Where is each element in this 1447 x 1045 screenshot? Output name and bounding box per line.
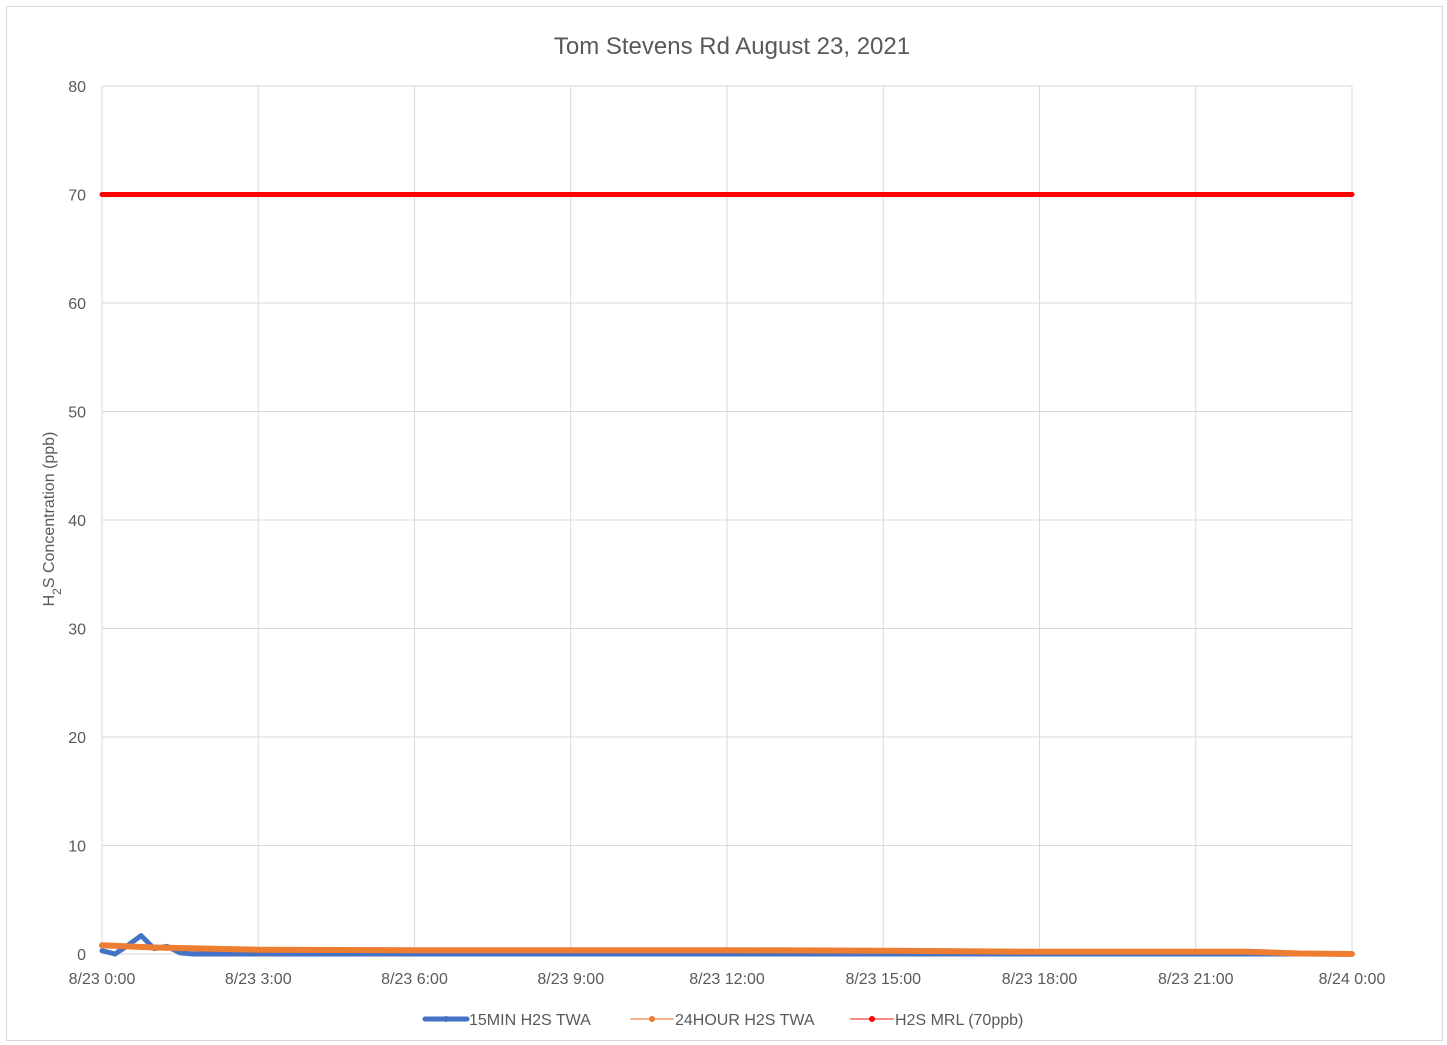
legend-24hour-label: 24HOUR H2S TWA bbox=[675, 1012, 815, 1029]
legend-mrl-label: H2S MRL (70ppb) bbox=[895, 1012, 1023, 1029]
legend-24hour-marker bbox=[649, 1016, 655, 1022]
x-tick-label: 8/23 9:00 bbox=[537, 971, 604, 988]
legend-24hour-entry: 24HOUR H2S TWA bbox=[630, 1012, 815, 1029]
series-24hour-line bbox=[99, 942, 1355, 957]
chart-frame bbox=[6, 6, 1443, 1041]
y-tick-label: 10 bbox=[68, 839, 86, 856]
chart-title: Tom Stevens Rd August 23, 2021 bbox=[554, 33, 910, 60]
x-tick-labels: 8/23 0:00 8/23 3:00 8/23 6:00 8/23 9:00 8/23… bbox=[69, 971, 1386, 988]
y-axis-label-sub: 2 bbox=[50, 588, 64, 595]
gridlines bbox=[101, 85, 1353, 955]
x-tick-label: 8/23 0:00 bbox=[69, 971, 136, 988]
legend-15min-marker bbox=[443, 1016, 449, 1022]
x-tick-label: 8/23 3:00 bbox=[225, 971, 292, 988]
y-tick-label: 60 bbox=[68, 296, 86, 313]
y-axis-label-pre: H bbox=[41, 595, 58, 607]
x-tick-label: 8/24 0:00 bbox=[1319, 971, 1386, 988]
legend-mrl-entry: H2S MRL (70ppb) bbox=[850, 1012, 1023, 1029]
legend-mrl-marker bbox=[869, 1016, 875, 1022]
y-tick-labels: 0 10 20 30 40 50 60 70 80 bbox=[68, 79, 86, 964]
y-axis-label: H2S Concentration (ppb) bbox=[41, 432, 64, 607]
y-tick-label: 80 bbox=[68, 79, 86, 96]
y-tick-label: 50 bbox=[68, 405, 86, 422]
y-tick-label: 0 bbox=[77, 947, 86, 964]
x-tick-label: 8/23 15:00 bbox=[845, 971, 921, 988]
legend-15min-entry: 15MIN H2S TWA bbox=[422, 1012, 591, 1029]
x-tick-label: 8/23 12:00 bbox=[689, 971, 765, 988]
x-tick-label: 8/23 6:00 bbox=[381, 971, 448, 988]
y-tick-label: 40 bbox=[68, 513, 86, 530]
y-tick-label: 20 bbox=[68, 730, 86, 747]
x-tick-label: 8/23 18:00 bbox=[1002, 971, 1078, 988]
x-tick-label: 8/23 21:00 bbox=[1158, 971, 1234, 988]
legend-15min-label: 15MIN H2S TWA bbox=[469, 1012, 591, 1029]
y-tick-label: 70 bbox=[68, 188, 86, 205]
legend: 15MIN H2S TWA 24HOUR H2S TWA H2S MRL (70pp… bbox=[422, 1012, 1023, 1029]
y-axis-label-post: S Concentration (ppb) bbox=[41, 432, 58, 589]
y-tick-label: 30 bbox=[68, 622, 86, 639]
series-lines bbox=[99, 192, 1355, 957]
